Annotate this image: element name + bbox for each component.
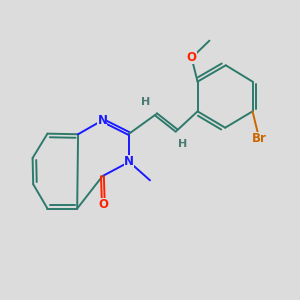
Text: O: O (98, 198, 108, 211)
Text: N: N (98, 114, 107, 127)
Text: H: H (178, 139, 187, 149)
Text: O: O (187, 51, 196, 64)
Text: N: N (124, 155, 134, 168)
Text: H: H (141, 97, 150, 107)
Text: Br: Br (252, 132, 266, 145)
